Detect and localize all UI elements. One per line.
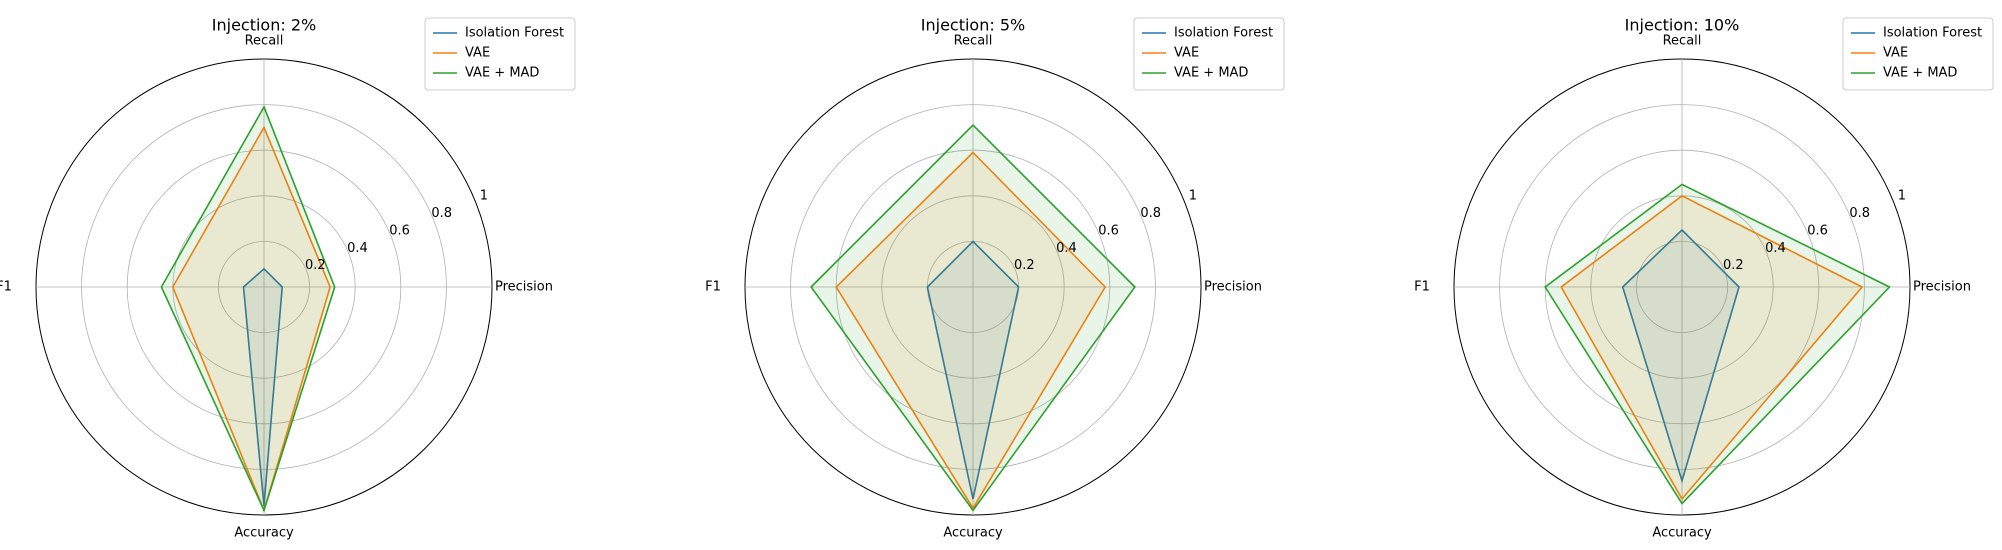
r-tick-label: 0.8 xyxy=(1140,206,1161,221)
chart-title: Injection: 2% xyxy=(212,16,316,35)
r-tick-label: 0.4 xyxy=(347,241,368,256)
r-tick-label: 0.6 xyxy=(1098,223,1119,238)
legend: Isolation Forest VAE VAE + MAD xyxy=(424,17,576,91)
r-tick-label: 0.4 xyxy=(1056,241,1077,256)
chart-title: Injection: 5% xyxy=(921,16,1025,35)
series-line xyxy=(1621,228,1740,484)
legend-box xyxy=(1842,17,1994,91)
series-line xyxy=(810,123,1136,512)
data-point xyxy=(972,509,975,512)
axis-label: Recall xyxy=(245,34,284,49)
r-tick-label: 1 xyxy=(1898,188,1906,203)
series-line xyxy=(835,151,1107,510)
series-area xyxy=(243,268,283,506)
series-line xyxy=(171,125,331,513)
legend-label: VAE + MAD xyxy=(465,66,539,81)
series-area xyxy=(1545,184,1890,504)
legend-label: VAE xyxy=(465,46,490,61)
legend-label: VAE + MAD xyxy=(1883,66,1957,81)
data-point xyxy=(810,286,813,289)
axis-label: Recall xyxy=(954,34,993,49)
r-tick-label: 0.4 xyxy=(1765,241,1786,256)
data-point xyxy=(1681,502,1684,505)
legend-label: Isolation Forest xyxy=(465,26,564,41)
series-area xyxy=(811,125,1135,511)
radar-chart: Precision Recall F1 Accuracy 0.2 0.4 0.6 0.8 1 In… xyxy=(0,16,576,541)
axis-label: Precision xyxy=(1204,280,1262,295)
axis-label: F1 xyxy=(705,280,721,295)
series-area xyxy=(1622,230,1739,481)
series-line xyxy=(160,105,336,513)
r-tick-label: 1 xyxy=(480,188,488,203)
axis-label: Accuracy xyxy=(234,526,294,541)
r-tick-label: 0.8 xyxy=(431,206,452,221)
r-tick-label: 0.8 xyxy=(1849,206,1870,221)
series-line xyxy=(926,240,1020,500)
legend-label: VAE + MAD xyxy=(1174,66,1248,81)
axis-label: Accuracy xyxy=(1652,526,1712,541)
data-point xyxy=(972,124,975,127)
chart-title: Injection: 10% xyxy=(1625,16,1740,35)
axis-label: Recall xyxy=(1663,34,1702,49)
legend-box xyxy=(1133,17,1285,91)
r-tick-label: 0.6 xyxy=(1807,223,1828,238)
series-area xyxy=(172,127,331,511)
series-line xyxy=(1560,194,1864,501)
legend: Isolation Forest VAE VAE + MAD xyxy=(1133,17,1285,91)
data-point xyxy=(1544,286,1547,289)
axis-label: Precision xyxy=(1913,280,1971,295)
data-point xyxy=(263,509,266,512)
data-point xyxy=(160,286,163,289)
legend-box xyxy=(424,17,576,91)
series-line xyxy=(1544,183,1891,505)
axis-label: Precision xyxy=(495,280,553,295)
r-tick-label: 0.2 xyxy=(1014,258,1035,273)
data-point xyxy=(333,286,336,289)
data-point xyxy=(1133,286,1136,289)
data-point xyxy=(263,105,266,108)
axis-label: F1 xyxy=(1414,280,1430,295)
r-tick-label: 0.6 xyxy=(389,223,410,238)
data-point xyxy=(1888,286,1891,289)
legend-label: VAE xyxy=(1883,46,1908,61)
r-tick-label: 1 xyxy=(1189,188,1197,203)
data-point xyxy=(1681,183,1684,186)
legend-label: VAE xyxy=(1174,46,1199,61)
legend-label: Isolation Forest xyxy=(1174,26,1273,41)
series-area xyxy=(836,152,1106,509)
radar-chart: Precision Recall F1 Accuracy 0.2 0.4 0.6 0.8 1 In… xyxy=(1414,16,1994,541)
axis-label: F1 xyxy=(0,280,12,295)
legend-label: Isolation Forest xyxy=(1883,26,1982,41)
r-tick-label: 0.2 xyxy=(1723,258,1744,273)
radar-chart: Precision Recall F1 Accuracy 0.2 0.4 0.6 0.8 1 In… xyxy=(705,16,1285,541)
series-area xyxy=(927,241,1019,499)
axis-label: Accuracy xyxy=(943,526,1003,541)
series-area xyxy=(1561,195,1863,500)
r-tick-label: 0.2 xyxy=(305,258,326,273)
legend: Isolation Forest VAE VAE + MAD xyxy=(1842,17,1994,91)
series-line xyxy=(242,267,284,506)
series-area xyxy=(161,106,335,511)
